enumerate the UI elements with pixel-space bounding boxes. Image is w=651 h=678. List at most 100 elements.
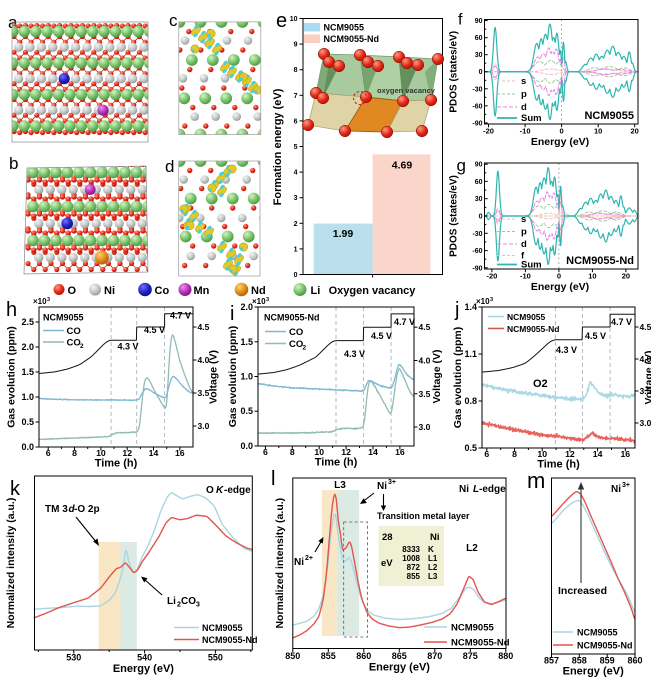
svg-text:Ni: Ni <box>611 484 621 495</box>
svg-text:NCM9055: NCM9055 <box>43 313 84 323</box>
svg-text:Mn: Mn <box>194 285 210 297</box>
svg-text:-20: -20 <box>483 127 494 136</box>
svg-text:Energy (eV): Energy (eV) <box>531 281 589 293</box>
svg-text:O: O <box>68 285 77 297</box>
svg-text:-edge: -edge <box>479 484 506 495</box>
svg-text:k: k <box>10 478 21 500</box>
svg-text:0.0: 0.0 <box>240 441 253 451</box>
svg-text:c: c <box>169 11 178 30</box>
svg-text:3: 3 <box>47 297 50 303</box>
svg-text:Co: Co <box>155 285 170 297</box>
svg-text:4.5: 4.5 <box>198 322 210 332</box>
svg-text:870: 870 <box>427 651 442 661</box>
svg-text:Ni: Ni <box>430 532 440 543</box>
svg-text:3+: 3+ <box>622 482 630 489</box>
svg-text:Normalized intensity (a.u.): Normalized intensity (a.u.) <box>5 498 17 629</box>
svg-text:Ni: Ni <box>459 484 469 495</box>
svg-text:8333: 8333 <box>402 545 420 554</box>
svg-text:-90: -90 <box>472 265 482 272</box>
svg-text:3: 3 <box>294 195 298 202</box>
svg-text:0: 0 <box>479 69 483 76</box>
svg-text:4.7 V: 4.7 V <box>394 317 415 327</box>
svg-text:CO: CO <box>181 596 196 607</box>
svg-text:14: 14 <box>593 449 603 459</box>
svg-text:2.0: 2.0 <box>21 342 34 352</box>
svg-text:Voltage (V): Voltage (V) <box>643 350 651 404</box>
svg-text:b: b <box>9 154 18 173</box>
svg-text:O2: O2 <box>533 378 548 390</box>
svg-text:0: 0 <box>557 272 561 281</box>
svg-text:-O 2p: -O 2p <box>74 504 100 515</box>
svg-text:1.5: 1.5 <box>240 337 253 347</box>
svg-text:1.1: 1.1 <box>464 349 477 359</box>
svg-text:6: 6 <box>263 447 268 457</box>
svg-text:CO: CO <box>67 338 81 349</box>
svg-text:L3: L3 <box>334 480 346 491</box>
svg-text:3.5: 3.5 <box>419 389 431 399</box>
svg-text:28: 28 <box>382 532 393 543</box>
svg-text:2: 2 <box>303 345 307 352</box>
svg-text:2.0: 2.0 <box>240 302 253 312</box>
svg-text:NCM9055: NCM9055 <box>577 628 618 638</box>
svg-text:Sum: Sum <box>521 260 542 271</box>
svg-text:90: 90 <box>475 162 483 169</box>
svg-text:4.5 V: 4.5 V <box>371 331 392 341</box>
svg-text:3: 3 <box>196 602 200 609</box>
svg-text:7: 7 <box>294 93 298 100</box>
svg-text:-90: -90 <box>472 120 482 127</box>
svg-text:4.0: 4.0 <box>419 356 431 366</box>
svg-text:4.5 V: 4.5 V <box>585 331 606 341</box>
svg-text:Voltage (V): Voltage (V) <box>208 350 220 404</box>
svg-text:1.0: 1.0 <box>21 392 34 402</box>
svg-text:Time (h): Time (h) <box>95 458 138 470</box>
svg-text:3.5: 3.5 <box>198 388 210 398</box>
svg-text:0: 0 <box>294 272 298 279</box>
svg-text:Energy (eV): Energy (eV) <box>113 663 174 675</box>
svg-text:PDOS (states/eV): PDOS (states/eV) <box>449 31 460 113</box>
svg-text:14: 14 <box>149 448 159 458</box>
svg-text:0.8: 0.8 <box>464 396 477 406</box>
svg-text:f: f <box>521 251 525 262</box>
svg-text:-10: -10 <box>520 272 531 281</box>
svg-text:l: l <box>271 468 275 490</box>
svg-text:L2: L2 <box>466 543 478 554</box>
svg-text:3.0: 3.0 <box>640 418 651 428</box>
svg-text:2: 2 <box>177 602 181 609</box>
svg-text:872: 872 <box>407 563 421 572</box>
svg-text:857: 857 <box>544 656 559 666</box>
svg-text:NCM9055-Nd: NCM9055-Nd <box>451 638 510 649</box>
svg-text:12: 12 <box>565 449 575 459</box>
svg-text:8: 8 <box>512 449 517 459</box>
svg-text:NCM9055: NCM9055 <box>202 623 243 633</box>
svg-text:Sum: Sum <box>521 113 542 124</box>
svg-text:L1: L1 <box>428 554 438 563</box>
svg-text:d: d <box>521 102 527 113</box>
svg-text:h: h <box>6 299 17 321</box>
svg-text:Nd: Nd <box>251 285 266 297</box>
svg-text:TM 3: TM 3 <box>45 504 68 515</box>
svg-text:Time (h): Time (h) <box>315 457 358 469</box>
svg-text:4.3 V: 4.3 V <box>556 345 577 355</box>
svg-text:3: 3 <box>266 297 269 303</box>
svg-text:10: 10 <box>314 447 324 457</box>
svg-text:0.5: 0.5 <box>21 417 34 427</box>
svg-text:30: 30 <box>475 196 483 203</box>
svg-text:Ni: Ni <box>377 481 387 492</box>
svg-text:i: i <box>230 303 234 325</box>
svg-text:1.4: 1.4 <box>464 302 477 312</box>
svg-text:6: 6 <box>46 448 51 458</box>
svg-text:2: 2 <box>80 343 84 350</box>
svg-text:20: 20 <box>631 127 639 136</box>
svg-text:NCM9055-Nd: NCM9055-Nd <box>264 313 320 323</box>
svg-text:oxygen vacancy: oxygen vacancy <box>377 86 436 95</box>
svg-text:4.7 V: 4.7 V <box>170 311 191 321</box>
svg-text:a: a <box>8 13 18 32</box>
svg-text:14: 14 <box>368 447 378 457</box>
svg-text:×10: ×10 <box>476 297 490 306</box>
svg-text:CO: CO <box>289 327 303 338</box>
svg-text:2+: 2+ <box>305 555 313 562</box>
svg-text:0: 0 <box>479 214 483 221</box>
svg-text:1.0: 1.0 <box>240 372 253 382</box>
svg-text:3+: 3+ <box>388 479 396 486</box>
svg-text:Voltage (V): Voltage (V) <box>431 349 443 403</box>
